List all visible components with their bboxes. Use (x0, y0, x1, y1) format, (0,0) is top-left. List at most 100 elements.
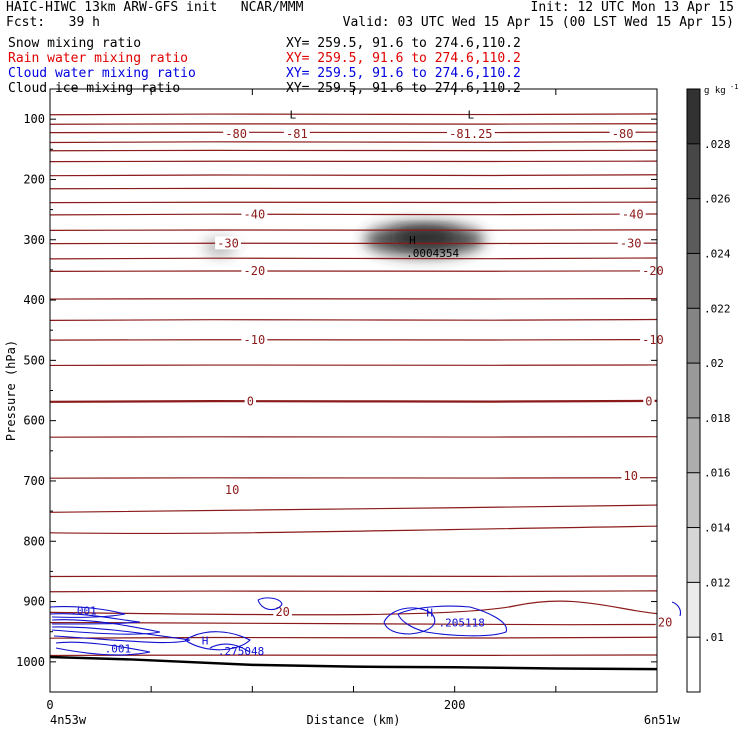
cloud-water-line (671, 601, 682, 617)
colorbar-swatch (687, 637, 700, 692)
y-tick-label: 1000 (16, 655, 45, 669)
isotherm-label: -20 (642, 264, 664, 278)
isotherm-line (49, 399, 658, 403)
forecast-hour: Fcst: 39 h (6, 15, 100, 30)
y-axis-label: Pressure (hPa) (4, 340, 18, 441)
isotherm-line (49, 213, 658, 216)
isotherm-label: 10 (623, 469, 637, 483)
colorbar-swatch (687, 363, 700, 418)
cloud-water-line (55, 641, 151, 656)
cloud-water-label: .275048 (218, 645, 264, 658)
isotherm-line (49, 141, 658, 144)
ice-shading (203, 222, 485, 257)
colorbar-frame (686, 88, 701, 693)
colorbar-swatch (687, 89, 700, 144)
init-time: Init: 12 UTC Mon 13 Apr 15 (530, 0, 735, 15)
colorbar-unit-exponent: -1 (730, 83, 738, 91)
colorbar: .01 .012 .014 .016 .018 .02 .022 .024 .026 .028 g … (686, 83, 738, 693)
isotherm-label: -10 (244, 333, 266, 347)
cloud-water-label: .001 (70, 605, 97, 618)
isotherm-line (49, 600, 658, 616)
isotherm-label: 10 (225, 483, 239, 497)
cloud-water-line (49, 613, 141, 625)
isotherm-label: -81.25 (449, 127, 492, 141)
cloud-water-line (209, 643, 251, 653)
colorbar-tick-label: .012 (704, 576, 731, 589)
isotherm-label-bg (619, 207, 646, 221)
colorbar-swatch (687, 527, 700, 583)
isotherm-label: -10 (642, 333, 664, 347)
colorbar-tick-label: .024 (704, 247, 731, 260)
isotherm-label: -40 (622, 207, 644, 221)
isotherm-label-bg (643, 394, 655, 408)
colorbar-swatch (687, 143, 700, 199)
isotherm-label-bg (640, 332, 666, 346)
chart-title: HAIC-HIWC 13km ARW-GFS init NCAR/MMM (6, 0, 304, 15)
isotherm-label-bg (640, 264, 666, 278)
isotherm-label: -30 (620, 236, 642, 250)
colorbar-swatch (687, 472, 700, 528)
terrain-line (49, 655, 658, 671)
ice-blob-core (394, 228, 455, 245)
isotherm-label: 20 (658, 616, 672, 630)
cloud-water-label: H (202, 635, 209, 648)
isotherm-label: -80 (612, 127, 634, 141)
colorbar-tick-label: .026 (704, 193, 731, 206)
colorbar-swatch (687, 198, 700, 254)
isotherm-label: -20 (244, 264, 266, 278)
y-tick-label: 700 (23, 474, 45, 488)
isotherm-label-bg (621, 469, 640, 483)
isotherm-line (49, 621, 658, 626)
field-snow-name: Snow mixing ratio (8, 36, 142, 51)
isotherm-label-bg (222, 482, 242, 496)
isotherm-label: 20 (275, 605, 289, 619)
y-tick-label: 900 (23, 595, 45, 609)
isotherm-label-bg (617, 236, 644, 250)
valid-time: Valid: 03 UTC Wed 15 Apr 15 (00 LST Wed … (342, 15, 734, 30)
isotherm-label-bg (241, 264, 268, 278)
ice-max-marker: H (409, 234, 416, 247)
isotherm-label-bg (241, 332, 268, 346)
y-tick-label: 200 (23, 172, 45, 186)
cloud-water-line (51, 626, 191, 644)
x-axis-label: Distance (km) (307, 713, 401, 727)
isotherm-line (49, 174, 658, 177)
cloud-water-line (257, 597, 283, 611)
colorbar-tick-label: .016 (704, 467, 731, 480)
temperature-min-marker: L (289, 108, 296, 121)
colorbar-tick-label: .014 (704, 522, 731, 535)
cloud-water-line (51, 619, 161, 635)
isotherm-line (49, 504, 658, 513)
x-endpoint-left: 4n53w (50, 713, 87, 727)
field-cloudwater-name: Cloud water mixing ratio (8, 66, 196, 81)
y-tick-label: 100 (23, 112, 45, 126)
cloud-water-contours: .001 .001 H .275048 H .205118 (49, 597, 682, 658)
isotherm-label: -40 (244, 207, 266, 221)
field-rain-xy: XY= 259.5, 91.6 to 274.6,110.2 (286, 51, 521, 66)
isotherm-label-bg (241, 207, 268, 221)
isotherm-label-bg (655, 615, 675, 629)
field-snow-xy: XY= 259.5, 91.6 to 274.6,110.2 (286, 36, 521, 51)
y-tick-label: 600 (23, 414, 45, 428)
colorbar-tick-label: .02 (704, 357, 724, 370)
cloud-water-label: H (426, 606, 433, 619)
colorbar-swatch (687, 417, 700, 473)
colorbar-swatch (687, 582, 700, 638)
y-axis: 1002003004005006007008009001000Pressure … (4, 112, 657, 669)
colorbar-unit: g kg (704, 86, 726, 96)
field-cloudwater-xy: XY= 259.5, 91.6 to 274.6,110.2 (286, 66, 521, 81)
x-tick-label: 0 (46, 698, 53, 712)
cloud-water-label: .205118 (438, 617, 484, 630)
colorbar-tick-label: .028 (704, 138, 731, 151)
colorbar-tick-label: .018 (704, 412, 731, 425)
colorbar-swatch (687, 308, 700, 364)
isotherm-line (49, 257, 658, 260)
cloud-water-line (49, 606, 126, 618)
isotherm-line (49, 636, 658, 639)
x-endpoint-right: 6n51w (644, 713, 681, 727)
colorbar-tick-label: .01 (704, 631, 724, 644)
colorbar-tick-label: .022 (704, 302, 731, 315)
isotherm-label-bg (609, 127, 636, 141)
